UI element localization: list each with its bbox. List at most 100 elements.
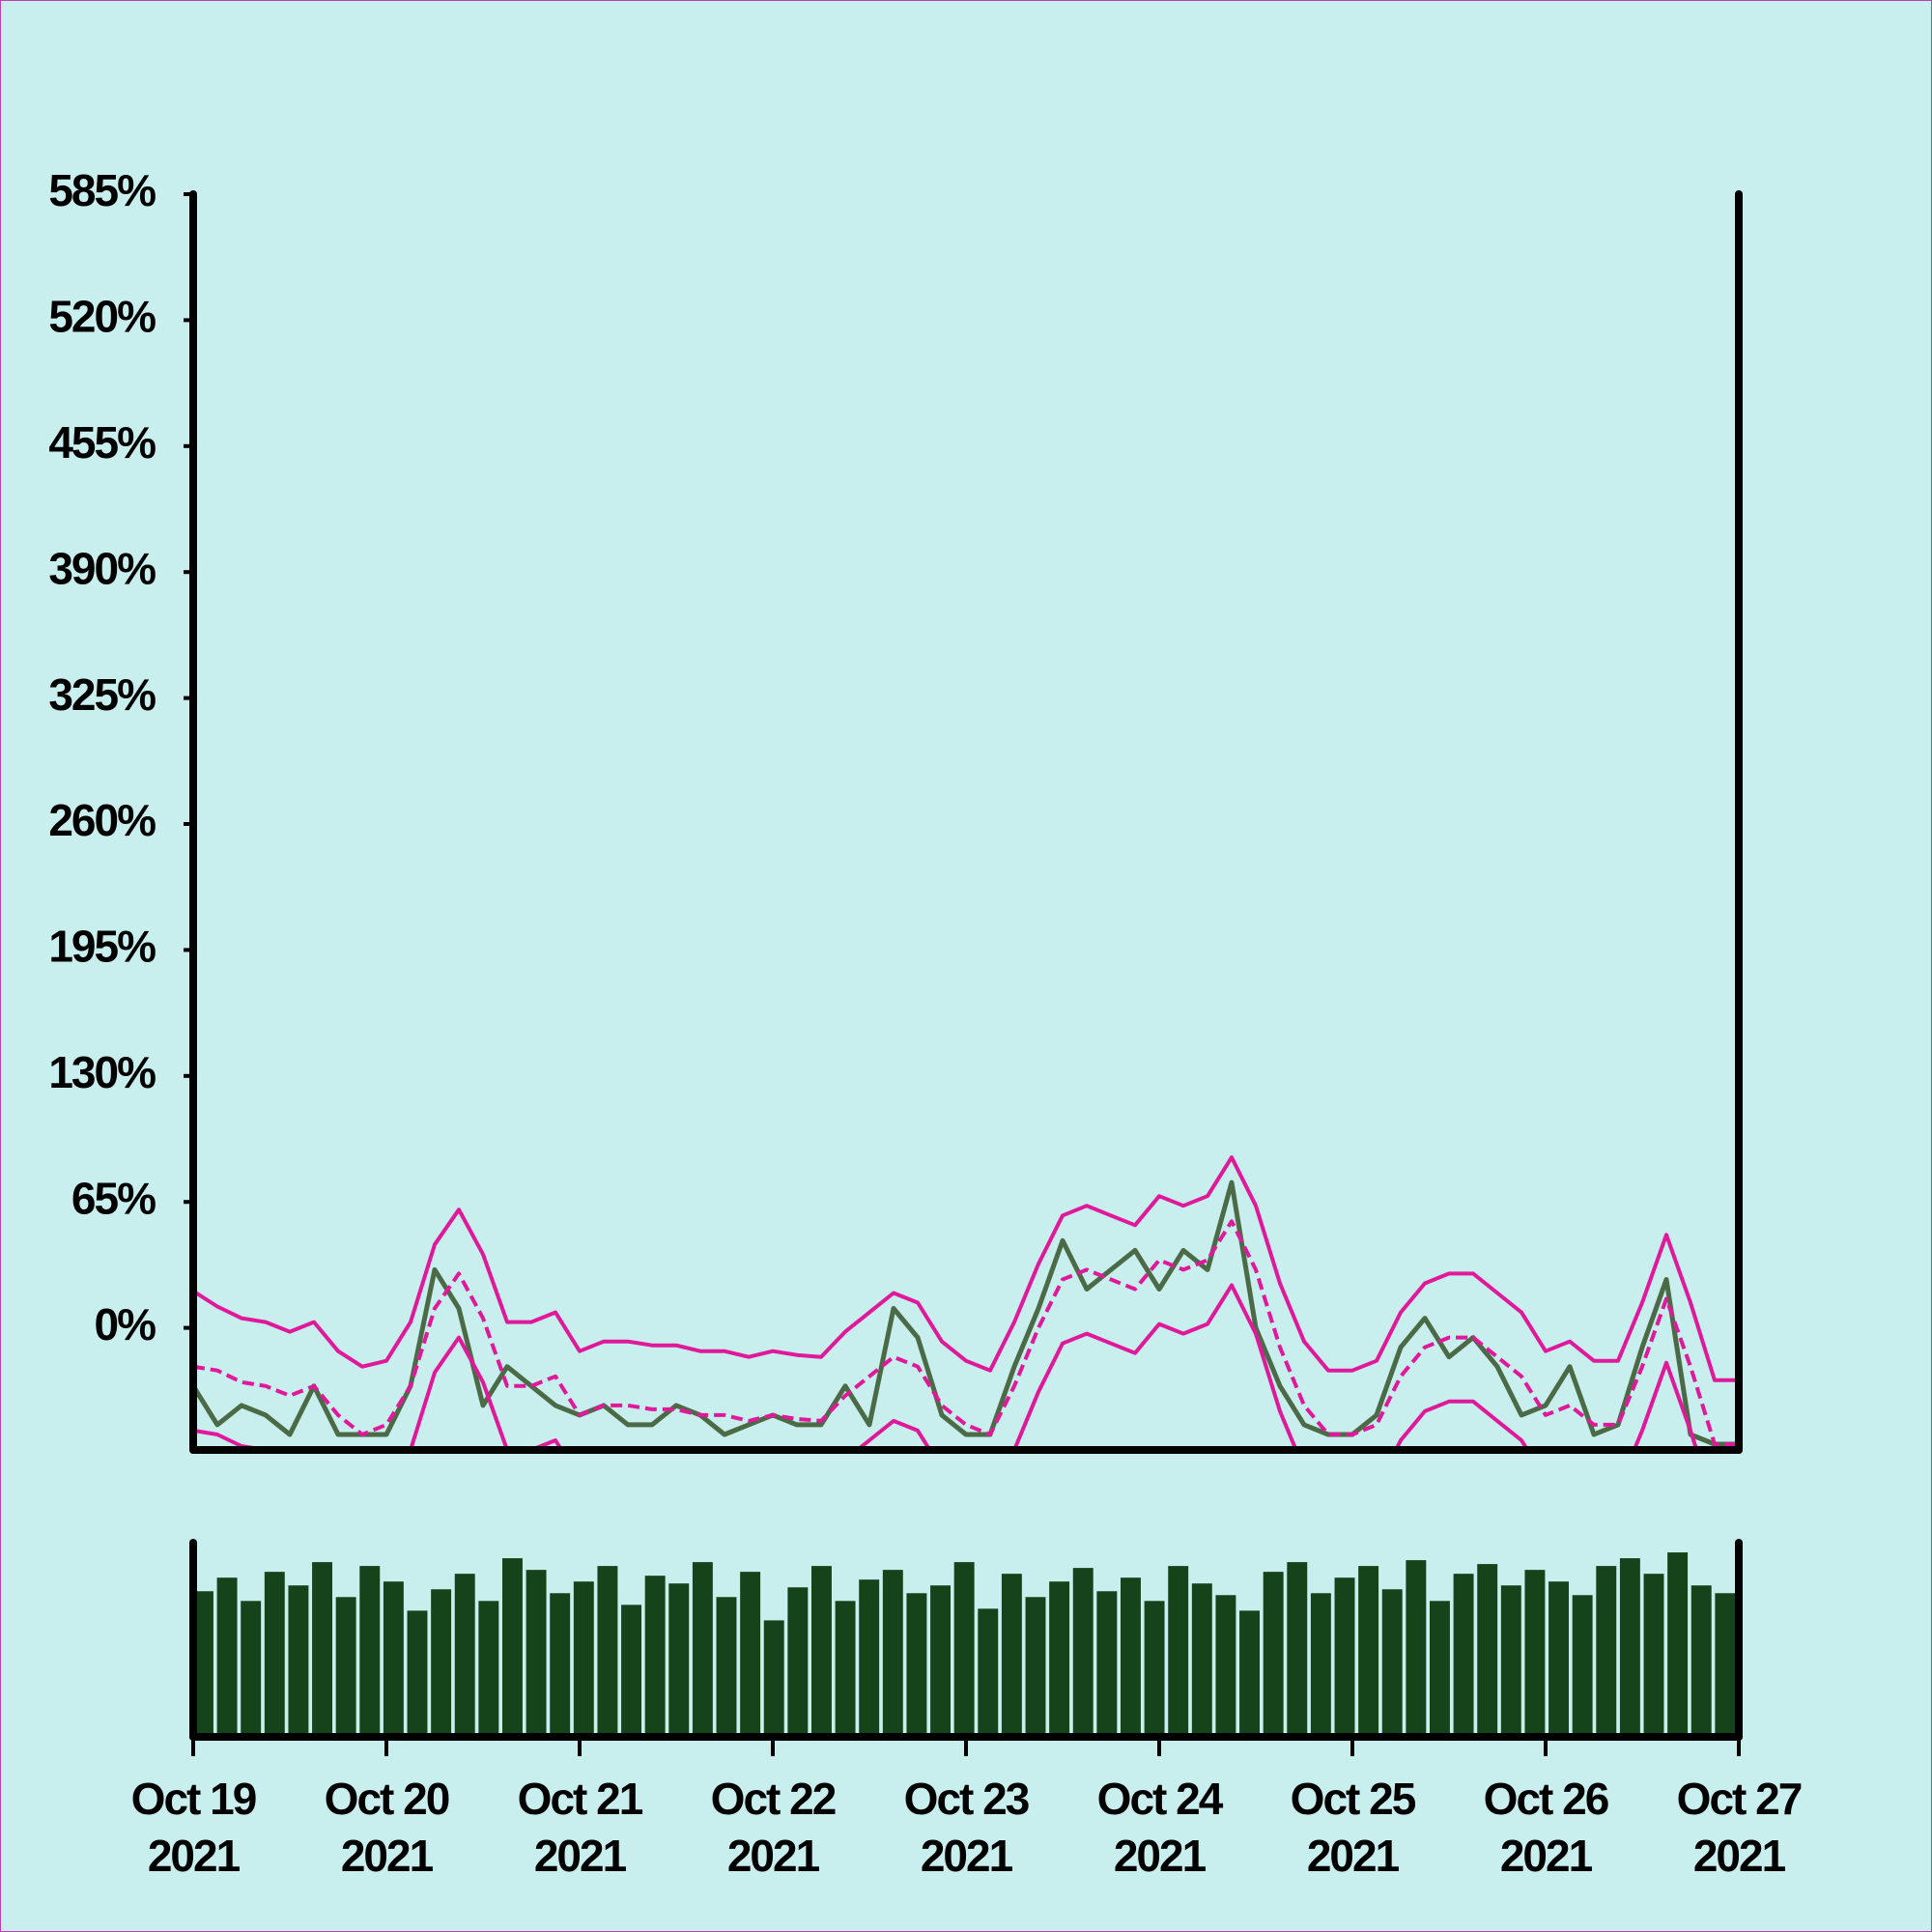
- x-tick-label: Oct 26: [1484, 1774, 1608, 1824]
- volume-bar: [478, 1601, 499, 1737]
- volume-bar: [811, 1566, 832, 1737]
- volume-bar: [288, 1585, 309, 1737]
- y-tick-label: 585%: [48, 165, 156, 215]
- volume-bar: [1025, 1597, 1046, 1737]
- x-tick-label: Oct 20: [325, 1774, 449, 1824]
- x-tick-label: 2021: [341, 1831, 434, 1881]
- plot-area: [193, 1155, 1739, 1450]
- volume-bar: [1477, 1564, 1498, 1737]
- volume-bar: [978, 1608, 999, 1737]
- y-tick-label: 260%: [48, 795, 156, 845]
- y-tick-label: 455%: [48, 417, 156, 468]
- x-tick-label: Oct 22: [711, 1774, 836, 1824]
- volume-bar: [1500, 1585, 1521, 1737]
- volume-bar: [1121, 1577, 1141, 1737]
- volume-bar: [383, 1581, 404, 1737]
- volume-bar: [241, 1601, 262, 1737]
- volume-bar: [930, 1585, 951, 1737]
- volume-bar: [740, 1572, 761, 1737]
- volume-bar: [526, 1570, 547, 1737]
- volume-bar: [621, 1605, 641, 1737]
- volume-bar: [1406, 1560, 1427, 1737]
- y-tick-label: 390%: [48, 543, 156, 593]
- x-tick-label: 2021: [727, 1831, 820, 1881]
- y-tick-label: 195%: [48, 922, 156, 972]
- x-tick-label: 2021: [921, 1831, 1013, 1881]
- volume-bar: [1334, 1577, 1355, 1737]
- volume-bar: [763, 1620, 784, 1737]
- volume-bar: [1215, 1595, 1236, 1737]
- volume-bar: [1310, 1593, 1331, 1737]
- y-tick-label: 325%: [48, 669, 156, 720]
- volume-bar: [1381, 1589, 1403, 1737]
- x-tick-label: Oct 24: [1097, 1774, 1224, 1824]
- x-tick-label: 2021: [148, 1831, 241, 1881]
- x-tick-label: 2021: [534, 1831, 627, 1881]
- x-tick-label: Oct 23: [904, 1774, 1029, 1824]
- volume-bar: [1239, 1610, 1260, 1737]
- volume-bar: [1430, 1601, 1450, 1737]
- volume-bar: [216, 1577, 238, 1737]
- volume-bar: [1287, 1562, 1308, 1737]
- volume-bar: [835, 1601, 856, 1737]
- x-tick-label: 2021: [1693, 1831, 1786, 1881]
- volume-bar: [1358, 1566, 1379, 1737]
- volume-bar: [312, 1562, 332, 1737]
- volume-bar: [359, 1566, 381, 1737]
- volume-bar: [1072, 1568, 1094, 1737]
- volume-bar: [1667, 1552, 1689, 1737]
- band-line: [193, 1155, 1739, 1382]
- volume-bar: [644, 1576, 666, 1737]
- x-tick-label: Oct 25: [1291, 1774, 1416, 1824]
- volume-bar: [1096, 1591, 1118, 1737]
- volume-bar: [1168, 1566, 1189, 1737]
- y-tick-label: 130%: [48, 1047, 156, 1097]
- x-tick-label: Oct 21: [518, 1774, 643, 1824]
- volume-bar: [1715, 1593, 1736, 1737]
- volume-bar: [502, 1558, 523, 1737]
- volume-bar: [1643, 1574, 1664, 1737]
- volume-bar: [1596, 1566, 1617, 1737]
- volume-bar: [1191, 1583, 1212, 1737]
- x-tick-label: 2021: [1307, 1831, 1400, 1881]
- volume-bar: [1049, 1581, 1070, 1737]
- y-tick-label: 65%: [71, 1173, 156, 1223]
- volume-bar: [431, 1589, 452, 1737]
- volume-bar: [859, 1579, 880, 1737]
- volume-bar: [407, 1610, 428, 1737]
- volume-bar: [1548, 1581, 1569, 1737]
- volume-bar: [953, 1562, 975, 1737]
- volume-bar: [335, 1597, 356, 1737]
- volume-bar: [1144, 1601, 1165, 1737]
- y-tick-label: 520%: [48, 292, 156, 342]
- x-tick-label: Oct 19: [131, 1774, 256, 1824]
- band-line: [193, 1283, 1699, 1450]
- x-tick-label: 2021: [1114, 1831, 1207, 1881]
- volume-bar: [573, 1581, 594, 1737]
- volume-bar: [1619, 1558, 1640, 1737]
- x-tick-label: Oct 27: [1677, 1774, 1802, 1824]
- volume-bar: [597, 1566, 618, 1737]
- volume-bar: [454, 1574, 475, 1737]
- volume-bar: [692, 1562, 713, 1737]
- volume-bar: [1572, 1595, 1593, 1737]
- volume-bar: [1001, 1574, 1022, 1737]
- volume-bar: [264, 1572, 285, 1737]
- volume-bar: [193, 1591, 213, 1737]
- x-tick-label: 2021: [1500, 1831, 1593, 1881]
- volume-bar: [550, 1593, 571, 1737]
- price-line: [193, 1179, 1739, 1447]
- band-line: [193, 1219, 1739, 1446]
- y-tick-label: 0%: [95, 1299, 156, 1350]
- volume-bar: [906, 1593, 927, 1737]
- volume-bar: [1263, 1572, 1284, 1737]
- volume-bar: [1524, 1570, 1546, 1737]
- volume-bar: [716, 1597, 737, 1737]
- volume-bar: [1690, 1585, 1712, 1737]
- volume-bar: [668, 1583, 690, 1737]
- volume-bar: [882, 1570, 903, 1737]
- volume-bar: [1453, 1574, 1474, 1737]
- volume-bar: [787, 1587, 809, 1737]
